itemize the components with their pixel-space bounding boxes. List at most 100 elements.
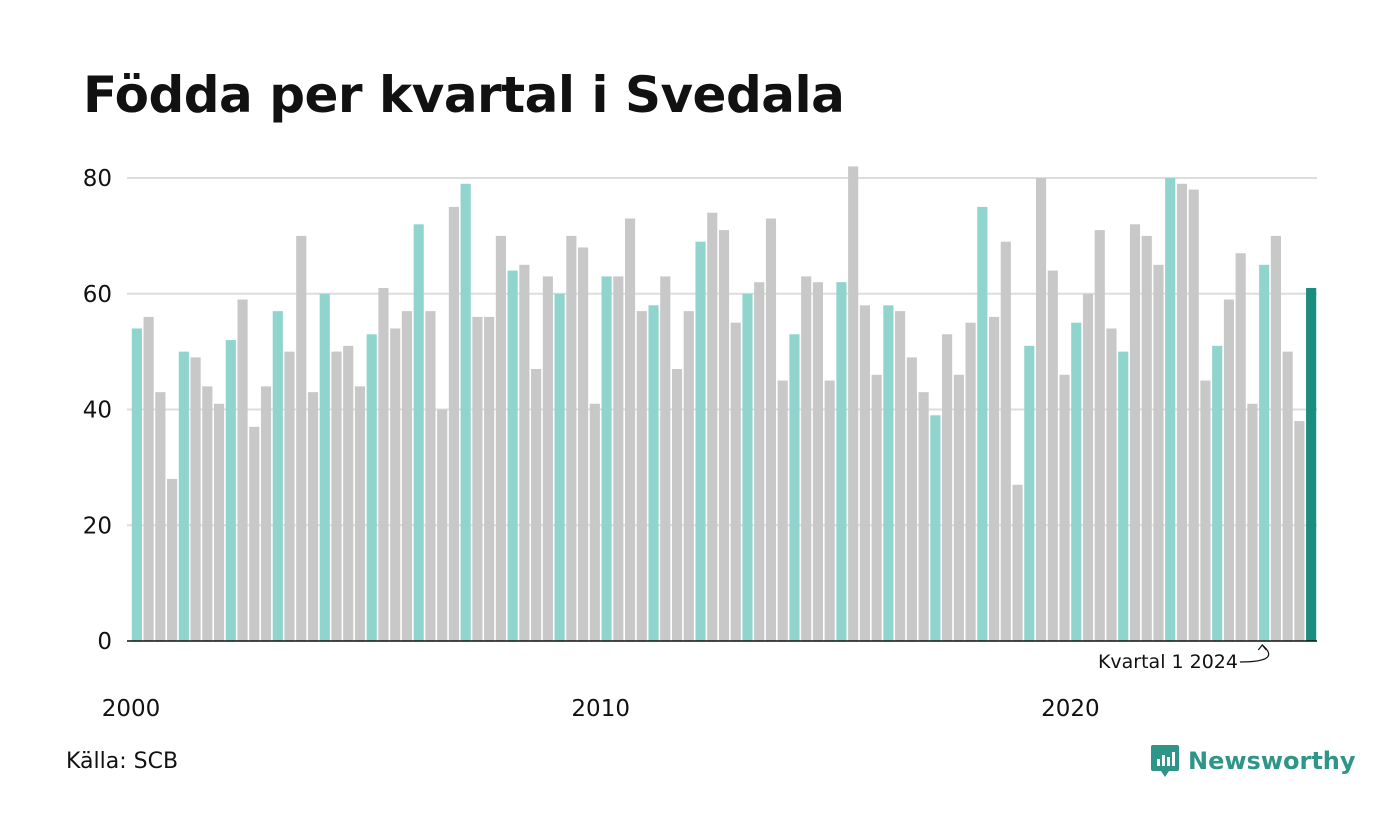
bar — [566, 235, 577, 641]
bar — [624, 218, 636, 641]
bar — [613, 276, 624, 641]
bar — [718, 230, 730, 641]
bar — [1035, 178, 1047, 641]
bar — [354, 386, 366, 641]
bar — [1188, 189, 1199, 641]
bar — [977, 206, 988, 641]
bar — [1082, 293, 1094, 641]
bar — [636, 311, 647, 641]
bar — [1294, 421, 1305, 641]
bar — [1118, 351, 1129, 641]
bar — [871, 374, 882, 641]
bar — [777, 380, 788, 641]
x-tick-label: 2020 — [1041, 696, 1100, 722]
bar — [789, 334, 800, 641]
bar — [167, 478, 178, 641]
bar — [484, 316, 495, 641]
bar — [1000, 241, 1011, 641]
y-tick-label: 60 — [83, 282, 112, 308]
bar — [1047, 270, 1058, 641]
bar — [730, 322, 741, 641]
bar — [1282, 351, 1293, 641]
bar — [848, 166, 859, 642]
newsworthy-chart-bubble-icon — [1151, 745, 1179, 777]
bar — [1059, 374, 1070, 641]
bar — [284, 351, 295, 641]
bar — [519, 264, 530, 641]
bar — [190, 357, 201, 641]
bar — [953, 374, 964, 641]
y-tick-label: 80 — [83, 166, 112, 192]
bar — [1212, 345, 1223, 641]
bar — [824, 380, 835, 641]
bar — [237, 299, 248, 641]
bar — [1165, 178, 1176, 641]
bar — [1012, 484, 1023, 641]
bar — [895, 311, 906, 641]
bar — [260, 386, 272, 641]
bar — [589, 403, 600, 641]
bar — [143, 316, 154, 641]
bar — [859, 305, 870, 641]
bar — [554, 293, 565, 641]
page-title: Födda per kvartal i Svedala — [83, 66, 845, 124]
bar — [683, 311, 694, 641]
bar — [378, 287, 389, 641]
bar — [695, 241, 706, 641]
bar — [1153, 264, 1164, 641]
bar — [836, 282, 847, 641]
bar — [601, 276, 612, 641]
bar — [1270, 235, 1281, 641]
bar — [1071, 322, 1082, 641]
bar — [307, 392, 319, 641]
bar — [213, 403, 225, 641]
bar — [578, 247, 589, 641]
bar — [296, 235, 307, 641]
bar — [942, 334, 953, 641]
bar — [1106, 328, 1117, 641]
bar — [531, 368, 542, 641]
annotation-label: Kvartal 1 2024 — [1098, 651, 1238, 673]
bars — [131, 166, 1317, 642]
bar — [366, 334, 377, 641]
bar — [1200, 380, 1211, 641]
brand-logo: Newsworthy — [1150, 744, 1356, 778]
bar — [707, 212, 718, 641]
bar — [989, 316, 1000, 641]
bar — [472, 316, 483, 641]
bar — [425, 311, 436, 641]
bar — [331, 351, 342, 641]
bar — [178, 351, 189, 641]
bar — [1141, 235, 1152, 641]
bar — [660, 276, 671, 641]
bar — [495, 235, 506, 641]
bar — [1223, 299, 1235, 641]
bar — [1247, 403, 1258, 641]
latest-annotation: Kvartal 1 2024 — [1098, 644, 1270, 673]
bar — [272, 311, 283, 641]
bar — [1235, 253, 1246, 642]
bar — [883, 305, 894, 641]
y-tick-label: 40 — [83, 398, 112, 424]
bar — [437, 409, 448, 641]
bar — [413, 224, 424, 642]
source-note: Källa: SCB — [66, 749, 179, 774]
x-tick-label: 2000 — [102, 696, 161, 722]
bar — [742, 293, 753, 641]
bar — [448, 206, 459, 641]
bar — [1259, 264, 1270, 641]
bar — [507, 270, 518, 641]
bar — [648, 305, 659, 641]
bar — [1306, 287, 1317, 641]
bar — [343, 345, 354, 641]
brand-name: Newsworthy — [1188, 747, 1356, 775]
bar — [390, 328, 401, 641]
bar — [401, 311, 413, 641]
bar — [225, 340, 236, 641]
bar — [1129, 224, 1141, 642]
bar — [460, 183, 471, 641]
bar — [1024, 345, 1035, 641]
bar — [765, 218, 777, 641]
bar — [918, 392, 929, 641]
